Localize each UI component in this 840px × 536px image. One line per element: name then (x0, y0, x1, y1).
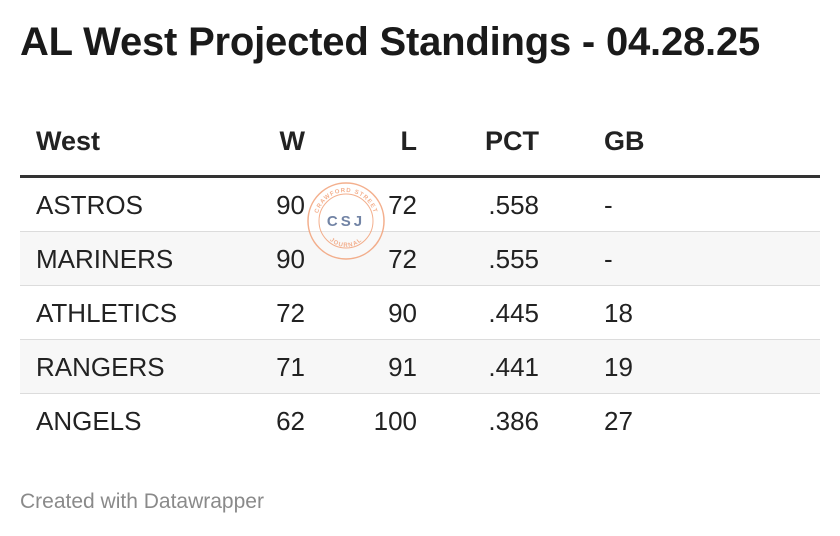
header-w: W (279, 126, 305, 156)
cell-gb: 27 (604, 406, 633, 436)
table-row: RANGERS 71 91 .441 19 (20, 340, 820, 394)
cell-w: 90 (276, 190, 305, 220)
cell-gb: 19 (604, 352, 633, 382)
cell-pct: .445 (488, 298, 539, 328)
cell-w: 90 (276, 244, 305, 274)
standings-table: West W L PCT GB ASTROS 90 72 .558 - MARI… (20, 118, 820, 448)
cell-l: 90 (388, 298, 417, 328)
cell-pct: .386 (488, 406, 539, 436)
cell-team: MARINERS (36, 244, 174, 274)
cell-gb: - (604, 244, 613, 274)
cell-gb: 18 (604, 298, 633, 328)
csj-watermark-logo: CRAWFORD STREET CSJ JOURNAL (307, 182, 385, 260)
svg-text:JOURNAL: JOURNAL (328, 237, 363, 249)
cell-w: 71 (276, 352, 305, 382)
header-l: L (400, 126, 418, 156)
table-row: MARINERS 90 72 .555 - (20, 232, 820, 286)
footer-credit: Created with Datawrapper (20, 490, 264, 513)
cell-team: ATHLETICS (36, 298, 178, 328)
table-row: ASTROS 90 72 .558 - (20, 178, 820, 232)
cell-l: 91 (388, 352, 417, 382)
cell-pct: .558 (488, 190, 539, 220)
cell-team: ANGELS (36, 406, 142, 436)
cell-w: 72 (276, 298, 305, 328)
header-gb: GB (604, 126, 645, 156)
header-pct: PCT (485, 126, 539, 156)
cell-team: ASTROS (36, 190, 143, 220)
chart-title: AL West Projected Standings - 04.28.25 (20, 20, 761, 64)
cell-w: 62 (276, 406, 305, 436)
table-row: ATHLETICS 72 90 .445 18 (20, 286, 820, 340)
header-west: West (36, 126, 101, 156)
cell-pct: .555 (488, 244, 539, 274)
cell-l: 72 (388, 244, 417, 274)
cell-l: 100 (373, 406, 417, 436)
cell-l: 72 (388, 190, 417, 220)
table-row: ANGELS 62 100 .386 27 (20, 394, 820, 448)
table-header: West W L PCT GB (20, 118, 820, 178)
cell-pct: .441 (488, 352, 539, 382)
svg-text:CSJ: CSJ (327, 213, 365, 230)
cell-team: RANGERS (36, 352, 165, 382)
cell-gb: - (604, 190, 613, 220)
